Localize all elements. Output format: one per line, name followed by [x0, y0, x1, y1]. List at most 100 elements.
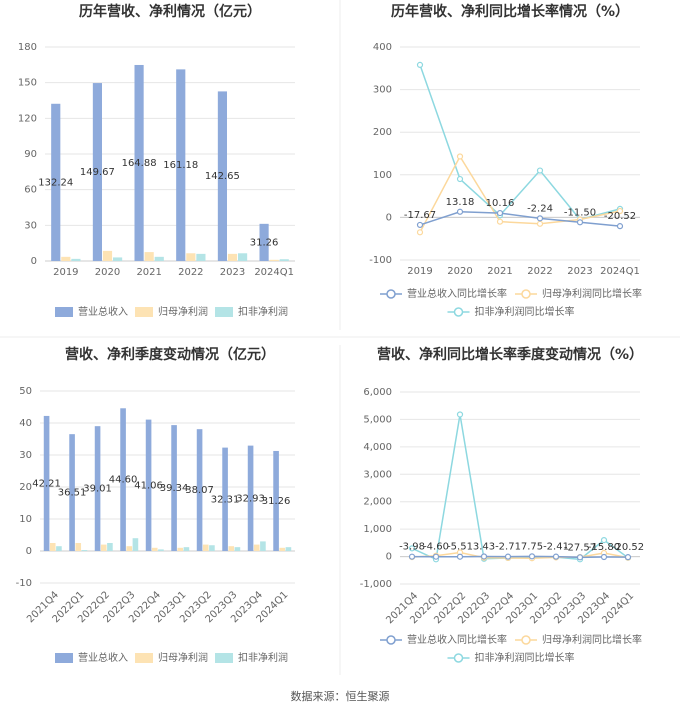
bar [94, 426, 101, 551]
legend-label: 归母净利润 [158, 305, 208, 318]
y-tick-label: 90 [24, 149, 37, 160]
bar [75, 543, 82, 551]
data-label: 10.16 [486, 198, 515, 209]
point [552, 553, 560, 560]
x-tick-label: 2022 [178, 267, 203, 278]
point [576, 554, 584, 561]
bar [177, 547, 184, 551]
data-label: -5.51 [447, 542, 473, 553]
bar [247, 445, 254, 551]
bar [285, 547, 292, 551]
legend-swatch [521, 635, 531, 645]
point [616, 223, 624, 230]
point [456, 175, 464, 183]
y-tick-label: 3,000 [363, 469, 392, 480]
bar [279, 547, 286, 551]
bar [202, 544, 209, 551]
y-tick-label: 400 [373, 42, 392, 53]
x-tick-label: 2024Q1 [600, 266, 640, 277]
y-tick-label: 4,000 [363, 442, 392, 453]
legend-label: 扣非净利润同比增长率 [475, 305, 575, 318]
data-label: -20.52 [604, 211, 636, 222]
bar [228, 546, 235, 551]
x-tick-label: 2023 [220, 267, 245, 278]
x-tick-label: 2019 [53, 267, 78, 278]
x-tick-label: 2022 [527, 266, 552, 277]
data-label: 39.34 [160, 483, 189, 494]
data-label: 142.65 [205, 171, 240, 182]
bar [196, 429, 203, 551]
point [624, 554, 632, 561]
y-tick-label: 180 [18, 42, 37, 53]
data-label: 13.18 [446, 197, 475, 208]
point [416, 61, 424, 68]
point [616, 207, 624, 215]
legend-swatch [55, 307, 73, 317]
chart-title: 营收、净利同比增长率季度变动情况（%） [377, 346, 643, 363]
legend-swatch [135, 307, 153, 317]
line [411, 551, 629, 559]
point [408, 553, 416, 560]
chart-title: 营收、净利季度变动情况（亿元） [65, 346, 275, 363]
legend-swatch [386, 635, 396, 645]
bar [196, 253, 206, 261]
point [528, 553, 536, 560]
point [416, 229, 424, 236]
y-tick-label: 10 [19, 514, 32, 525]
bar [151, 547, 158, 551]
bar [49, 543, 56, 551]
legend-label: 营业总收入同比增长率 [407, 287, 507, 300]
data-label: 38.07 [185, 485, 214, 496]
bar [107, 543, 113, 551]
point [504, 553, 512, 560]
legend-label: 扣非净利润同比增长率 [475, 651, 575, 664]
data-label: 164.88 [122, 158, 157, 169]
legend-swatch [386, 289, 396, 299]
y-tick-label: 300 [373, 85, 392, 96]
data-label: 149.67 [80, 167, 115, 178]
legend-label: 扣非净利润 [238, 651, 288, 664]
y-tick-label: 120 [18, 113, 37, 124]
bar [132, 538, 139, 551]
legend-swatch [521, 289, 531, 299]
bar [71, 258, 81, 261]
point [536, 220, 544, 227]
legend-label: 归母净利润同比增长率 [542, 633, 642, 646]
y-tick-label: 30 [24, 220, 37, 231]
data-label: -4.60 [423, 542, 449, 553]
point [456, 208, 464, 215]
bar [81, 550, 88, 551]
point [456, 553, 464, 560]
data-label: -27.57 [564, 542, 596, 553]
data-label: 44.60 [109, 475, 138, 486]
bar [100, 544, 107, 551]
legend-label: 营业总收入同比增长率 [407, 633, 507, 646]
bar [209, 545, 215, 551]
bar [279, 259, 289, 261]
x-tick-label: 2020 [447, 266, 472, 277]
data-label: 36.51 [58, 488, 87, 499]
bar [134, 64, 144, 261]
point [600, 553, 608, 561]
y-tick-label: 60 [24, 185, 37, 196]
data-label: -3.98 [399, 542, 425, 553]
point [416, 221, 424, 229]
legend-label: 营业总收入 [78, 305, 128, 318]
point [576, 219, 584, 226]
bar [259, 223, 269, 261]
y-tick-label: -100 [369, 255, 392, 266]
y-tick-label: 1,000 [363, 524, 392, 535]
bar [171, 425, 177, 551]
data-label: 42.21 [32, 478, 61, 489]
y-tick-label: 150 [18, 78, 37, 89]
data-label: 3.43 [473, 541, 495, 552]
legend-swatch [453, 307, 464, 317]
chart-title: 历年营收、净利情况（亿元） [79, 3, 261, 20]
bar [113, 257, 123, 261]
bar [176, 69, 186, 262]
legend-swatch [215, 307, 233, 317]
legend-label: 归母净利润 [158, 651, 208, 664]
bar [61, 256, 71, 261]
bar [102, 250, 113, 261]
x-tick-label: 2023 [567, 266, 592, 277]
